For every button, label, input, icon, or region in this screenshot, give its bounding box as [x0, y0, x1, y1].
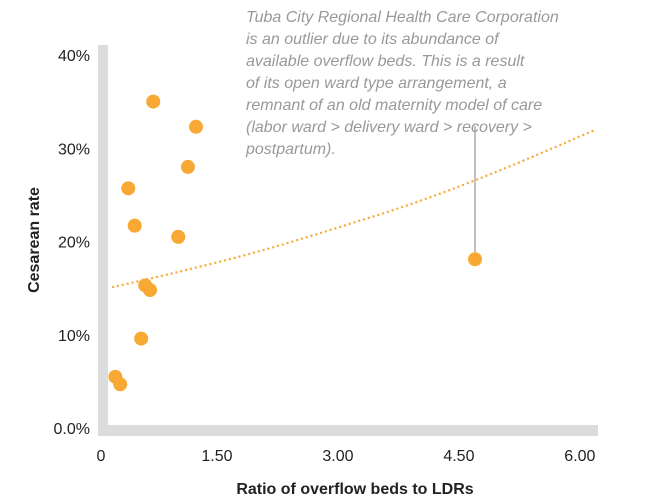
x-tick-label: 4.50: [443, 448, 474, 465]
point: [121, 181, 136, 196]
annotation-line: Tuba City Regional Health Care Corporati…: [246, 9, 559, 26]
y-tick-label: 0.0%: [54, 421, 90, 438]
annotation-line: of its open ward type arrangement, a: [246, 75, 507, 92]
annotation-line: postpartum).: [245, 141, 336, 158]
point: [113, 377, 128, 392]
point: [143, 283, 158, 298]
x-tick-label: 6.00: [564, 448, 595, 465]
point: [180, 159, 195, 174]
y-tick-label: 40%: [58, 48, 90, 65]
point: [134, 331, 149, 346]
point: [189, 119, 203, 134]
point: [127, 218, 142, 233]
annotation-line: (labor ward > delivery ward > recovery >: [246, 119, 532, 136]
x-tick-label: 0: [97, 448, 106, 465]
point: [468, 252, 483, 267]
x-axis-bar: [98, 425, 598, 436]
y-axis-title: Cesarean rate: [26, 187, 43, 293]
y-tick-label: 30%: [58, 141, 90, 158]
point: [146, 94, 161, 109]
annotation-line: remnant of an old maternity model of car…: [246, 97, 542, 114]
trend-line: [111, 128, 597, 289]
y-tick-label: 10%: [58, 328, 90, 345]
point: [171, 229, 186, 244]
annotation-line: is an outlier due to its abundance of: [246, 31, 500, 48]
x-axis-title: Ratio of overflow beds to LDRs: [236, 481, 473, 498]
y-axis-bar: [98, 45, 108, 436]
y-tick-label: 20%: [58, 235, 90, 252]
x-tick-label: 1.50: [201, 448, 232, 465]
x-tick-label: 3.00: [322, 448, 353, 465]
annotation-line: available overflow beds. This is a resul…: [246, 53, 525, 70]
